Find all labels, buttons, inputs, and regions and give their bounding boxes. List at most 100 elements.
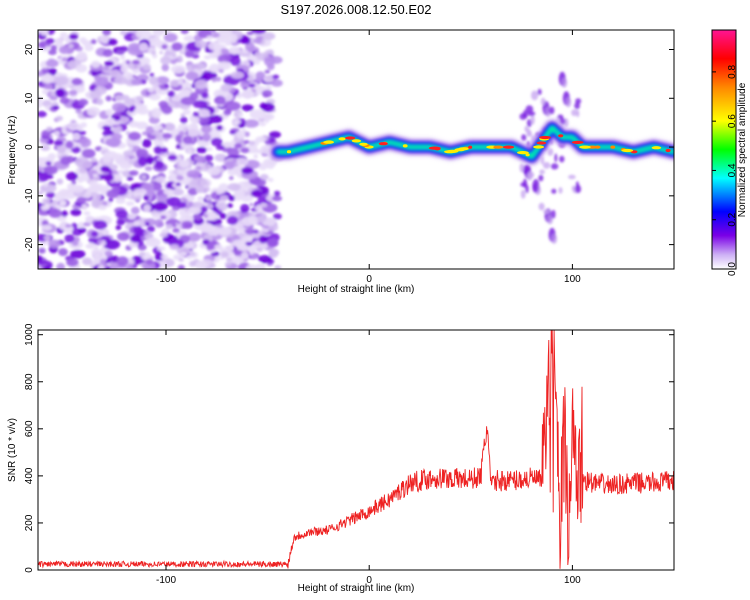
noise-speck [264, 69, 270, 74]
noise-speck [241, 36, 251, 45]
noise-speck [50, 44, 58, 51]
noise-speck [54, 131, 60, 136]
noise-speck [161, 228, 169, 234]
noise-speck [79, 130, 87, 135]
noise-speck [71, 78, 83, 86]
noise-speck [264, 119, 270, 123]
noise-speck [41, 130, 51, 138]
scatter-blob [531, 90, 539, 101]
noise-speck [180, 116, 188, 124]
noise-speck [228, 195, 235, 201]
noise-speck [176, 201, 187, 209]
noise-speck [183, 35, 195, 42]
noise-speck [78, 227, 87, 234]
noise-speck [104, 250, 113, 257]
noise-speck [38, 171, 50, 182]
noise-speck [240, 81, 250, 89]
noise-speck [167, 154, 178, 161]
noise-speck [90, 39, 97, 45]
spectrogram-x-label: Height of straight line (km) [298, 284, 415, 295]
noise-speck [226, 215, 239, 225]
noise-speck [223, 101, 241, 111]
noise-speck [42, 99, 52, 108]
noise-speck [38, 70, 44, 77]
noise-speck [102, 125, 112, 131]
noise-speck [87, 242, 95, 249]
noise-speck [189, 207, 202, 215]
noise-speck [259, 122, 267, 127]
colorbar-tick-label: 0.4 [727, 163, 738, 177]
noise-speck [248, 83, 256, 88]
noise-speck [267, 49, 274, 54]
noise-speck [76, 160, 93, 170]
noise-speck [246, 31, 254, 36]
noise-speck [186, 169, 201, 179]
noise-speck [164, 50, 171, 56]
noise-speck [76, 196, 87, 204]
scatter-blob [557, 114, 564, 119]
noise-speck [256, 215, 267, 223]
noise-speck [112, 102, 127, 113]
noise-speck [98, 204, 107, 211]
noise-speck [135, 121, 149, 130]
noise-speck [145, 91, 150, 95]
noise-speck [145, 125, 155, 134]
ridge-hotspot [402, 144, 408, 148]
noise-speck [114, 127, 121, 133]
noise-speck [102, 49, 114, 57]
noise-speck [263, 158, 274, 165]
noise-speck [108, 197, 114, 203]
noise-speck [220, 251, 229, 258]
scatter-blob [548, 106, 555, 115]
noise-speck [46, 126, 53, 132]
noise-speck [226, 203, 233, 208]
colorbar-tick-label: 0.2 [727, 212, 738, 226]
noise-speck [169, 244, 180, 251]
scatter-blob [551, 209, 556, 219]
noise-speck [260, 203, 268, 208]
noise-speck [241, 166, 254, 175]
noise-speck [68, 43, 74, 49]
scatter-blob [527, 171, 535, 179]
ridge-hotspot [533, 145, 545, 149]
noise-speck [52, 105, 60, 110]
noise-speck [254, 77, 263, 83]
scatter-blob [525, 105, 534, 113]
noise-speck [149, 72, 155, 77]
noise-speck [147, 87, 155, 93]
noise-speck [87, 106, 101, 117]
noise-speck [78, 137, 92, 148]
noise-speck [215, 76, 222, 82]
y-tick-label: -20 [24, 237, 35, 252]
noise-speck [205, 147, 213, 152]
scatter-blob [538, 174, 544, 182]
noise-speck [130, 206, 140, 215]
noise-speck [60, 156, 71, 166]
ridge-hotspot [621, 148, 634, 153]
noise-speck [217, 226, 232, 236]
noise-speck [58, 248, 68, 257]
ridge-hotspot [493, 145, 504, 149]
noise-speck [146, 188, 155, 198]
noise-speck [253, 178, 267, 187]
scatter-blob [574, 102, 580, 110]
noise-speck [217, 61, 231, 70]
noise-speck [210, 32, 221, 38]
noise-speck [133, 225, 143, 234]
noise-speck [59, 32, 68, 37]
noise-speck [226, 257, 233, 263]
noise-speck [171, 42, 183, 51]
scatter-blob [559, 117, 566, 125]
noise-speck [48, 68, 57, 76]
noise-speck [135, 30, 152, 39]
noise-speck [267, 177, 274, 182]
noise-speck [258, 86, 266, 91]
snr-x-label: Height of straight line (km) [298, 583, 415, 594]
scatter-blob [538, 202, 545, 211]
noise-speck [65, 224, 72, 228]
noise-speck [65, 140, 74, 149]
noise-speck [214, 244, 223, 250]
noise-speck [161, 147, 168, 154]
noise-speck [128, 42, 141, 52]
noise-speck [153, 145, 162, 155]
